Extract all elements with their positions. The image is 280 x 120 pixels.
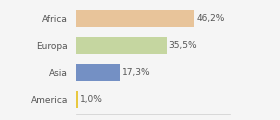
Bar — [76, 64, 120, 81]
Text: 17,3%: 17,3% — [122, 68, 151, 77]
Bar — [76, 37, 167, 54]
Bar — [76, 91, 78, 108]
Text: 35,5%: 35,5% — [169, 41, 197, 50]
Text: 46,2%: 46,2% — [196, 14, 225, 23]
Text: 1,0%: 1,0% — [80, 95, 103, 104]
Bar — [76, 10, 194, 27]
